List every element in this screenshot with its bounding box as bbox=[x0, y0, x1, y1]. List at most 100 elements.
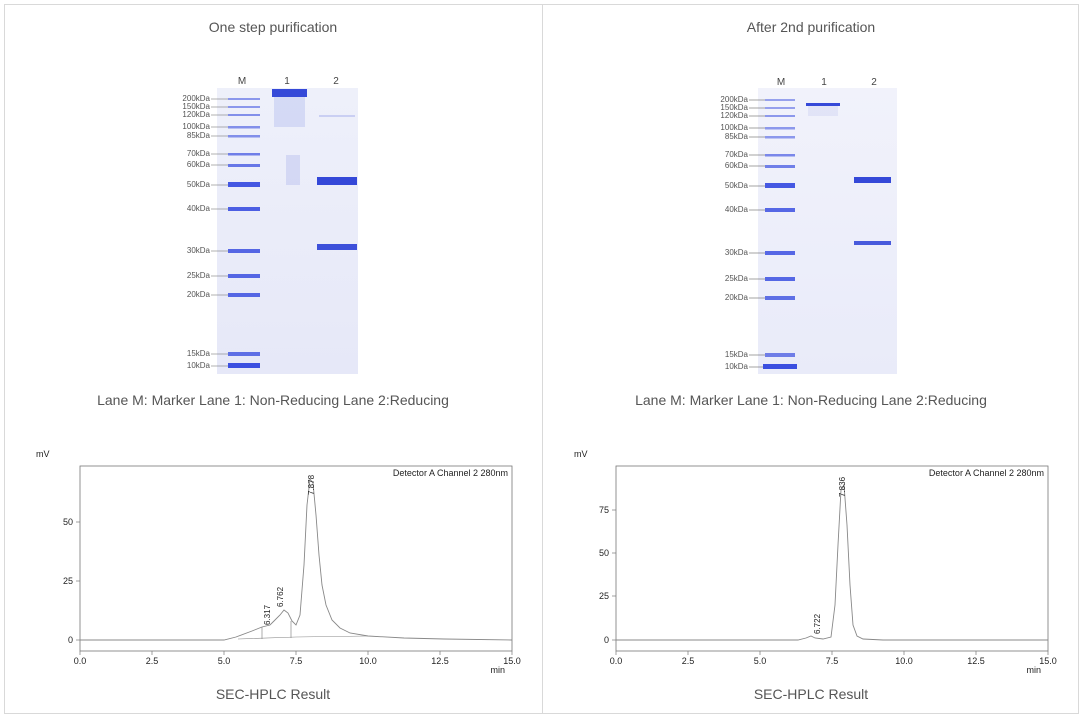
marker-band bbox=[765, 251, 795, 255]
chromatogram-trace bbox=[80, 477, 513, 641]
marker-label: 85kDa bbox=[187, 131, 211, 140]
x-tick-label: 10.0 bbox=[359, 656, 377, 666]
x-axis-unit: min bbox=[490, 665, 505, 675]
marker-band bbox=[228, 352, 260, 356]
marker-label: 120kDa bbox=[720, 111, 748, 120]
marker-label: 200kDa bbox=[720, 95, 748, 104]
x-tick-label: 5.0 bbox=[754, 656, 767, 666]
y-tick-label: 0 bbox=[68, 635, 73, 645]
marker-band bbox=[228, 106, 260, 108]
panel-title: One step purification bbox=[208, 19, 338, 35]
y-tick-label: 50 bbox=[63, 517, 73, 527]
marker-band bbox=[765, 277, 795, 281]
marker-label: 40kDa bbox=[187, 204, 211, 213]
marker-labels: 200kDa 150kDa 120kDa 100kDa 85kDa 70kDa … bbox=[720, 95, 748, 371]
lane-header-1: 1 bbox=[284, 76, 290, 87]
x-tick-label: 0.0 bbox=[610, 656, 623, 666]
marker-label: 150kDa bbox=[182, 102, 210, 111]
sds-page-gel: M 1 2 200kDa 150kDa 120kDa 100kDa 85kDa … bbox=[720, 77, 897, 374]
marker-label: 10kDa bbox=[187, 361, 211, 370]
lane1-band bbox=[272, 89, 307, 97]
x-tick-label: 2.5 bbox=[682, 656, 695, 666]
panel-second-purification: After 2nd purification M 1 2 200kDa 150k… bbox=[543, 0, 1079, 719]
marker-band bbox=[765, 183, 795, 188]
x-tick-label: 0.0 bbox=[74, 656, 87, 666]
marker-band bbox=[228, 207, 260, 211]
marker-band bbox=[765, 154, 795, 157]
plot-frame bbox=[615, 465, 1049, 652]
marker-lane bbox=[763, 99, 797, 369]
lane-header-m: M bbox=[238, 76, 246, 87]
marker-label: 15kDa bbox=[725, 350, 749, 359]
marker-label: 25kDa bbox=[725, 274, 749, 283]
marker-band bbox=[763, 364, 797, 369]
marker-label: 60kDa bbox=[725, 161, 749, 170]
x-tick-label: 15.0 bbox=[1039, 656, 1057, 666]
lane-1 bbox=[272, 89, 307, 185]
y-tick-label: 25 bbox=[599, 591, 609, 601]
sec-hplc-chromatogram: mV Detector A Channel 2 280nm 0 25 50 0.… bbox=[36, 449, 521, 675]
marker-band bbox=[228, 98, 260, 100]
lane-header-1: 1 bbox=[821, 77, 827, 88]
y-axis-unit: mV bbox=[574, 449, 588, 459]
marker-band bbox=[765, 165, 795, 168]
x-tick-label: 2.5 bbox=[146, 656, 159, 666]
marker-band bbox=[228, 126, 260, 129]
marker-label: 20kDa bbox=[187, 290, 211, 299]
panel-divider bbox=[542, 4, 543, 714]
detector-label: Detector A Channel 2 280nm bbox=[393, 468, 508, 478]
marker-label: 85kDa bbox=[725, 132, 749, 141]
y-ticks bbox=[612, 509, 616, 641]
chromatogram-trace bbox=[616, 483, 1048, 641]
y-tick-label: 0 bbox=[604, 635, 609, 645]
lane2-band-light-chain bbox=[854, 241, 891, 245]
lane1-band bbox=[806, 103, 840, 106]
marker-label: 25kDa bbox=[187, 271, 211, 280]
lane1-smear bbox=[286, 155, 300, 185]
marker-label: 150kDa bbox=[720, 103, 748, 112]
marker-label: 70kDa bbox=[725, 150, 749, 159]
x-tick-label: 12.5 bbox=[431, 656, 449, 666]
marker-band bbox=[765, 115, 795, 117]
marker-band bbox=[228, 363, 260, 368]
marker-band bbox=[228, 153, 260, 156]
marker-label: 70kDa bbox=[187, 149, 211, 158]
marker-band bbox=[228, 249, 260, 253]
marker-band bbox=[228, 135, 260, 138]
baseline-segment bbox=[237, 635, 369, 640]
hplc-caption: SEC-HPLC Result bbox=[215, 686, 331, 702]
plot-frame bbox=[79, 465, 513, 652]
peak-label: 7.836 bbox=[838, 476, 847, 497]
marker-label: 200kDa bbox=[182, 94, 210, 103]
marker-label: 15kDa bbox=[187, 349, 211, 358]
gel-legend: Lane M: Marker Lane 1: Non-Reducing Lane… bbox=[635, 392, 987, 408]
marker-label: 100kDa bbox=[182, 122, 210, 131]
marker-band bbox=[765, 99, 795, 101]
marker-ticks bbox=[749, 99, 765, 368]
sec-hplc-chromatogram: mV Detector A Channel 2 280nm 0 25 50 75… bbox=[574, 449, 1057, 675]
x-tick-label: 12.5 bbox=[967, 656, 985, 666]
lane2-band-heavy-chain bbox=[854, 177, 891, 183]
lane2-band-faint bbox=[319, 115, 355, 117]
marker-label: 100kDa bbox=[720, 123, 748, 132]
marker-ticks bbox=[211, 98, 228, 367]
y-axis-unit: mV bbox=[36, 449, 50, 459]
marker-band bbox=[765, 353, 795, 357]
peak-label: 7.878 bbox=[307, 474, 316, 495]
marker-label: 40kDa bbox=[725, 205, 749, 214]
marker-label: 30kDa bbox=[187, 246, 211, 255]
marker-label: 10kDa bbox=[725, 362, 749, 371]
marker-label: 60kDa bbox=[187, 160, 211, 169]
panel-one-step: One step purification M 1 2 200kDa 150kD… bbox=[4, 0, 542, 719]
hplc-caption: SEC-HPLC Result bbox=[753, 686, 869, 702]
marker-label: 20kDa bbox=[725, 293, 749, 302]
gel-legend: Lane M: Marker Lane 1: Non-Reducing Lane… bbox=[97, 392, 449, 408]
peak-label: 6.762 bbox=[276, 586, 285, 607]
x-tick-label: 10.0 bbox=[895, 656, 913, 666]
panel-title: After 2nd purification bbox=[746, 19, 876, 35]
lane2-band-light-chain bbox=[317, 244, 357, 250]
y-tick-label: 75 bbox=[599, 505, 609, 515]
x-tick-label: 7.5 bbox=[290, 656, 303, 666]
marker-band bbox=[765, 296, 795, 300]
marker-label: 50kDa bbox=[725, 181, 749, 190]
